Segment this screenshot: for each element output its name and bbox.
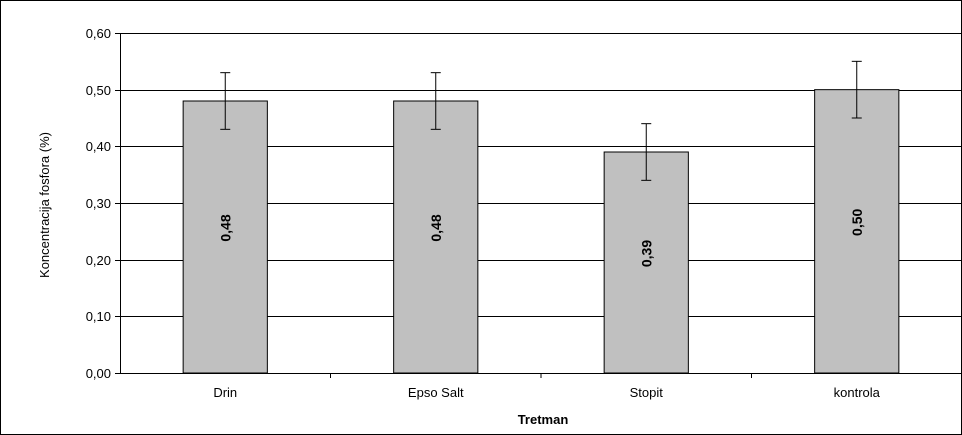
error-bars (220, 60, 862, 181)
bar-kontrola (814, 89, 900, 374)
y-tick-label: 0,10 (86, 309, 111, 324)
y-tick-label: 0,30 (86, 196, 111, 211)
y-tick-label: 0,40 (86, 139, 111, 154)
data-label: 0,39 (638, 240, 654, 267)
x-tick-label: kontrola (834, 385, 881, 400)
y-tick-label: 0,20 (86, 253, 111, 268)
y-tick-label: 0,00 (86, 366, 111, 381)
x-tick-label: Stopit (630, 385, 664, 400)
data-label: 0,48 (428, 214, 444, 241)
data-label: 0,48 (217, 214, 233, 241)
y-tick-label: 0,50 (86, 83, 111, 98)
y-tick-label: 0,60 (86, 26, 111, 41)
axes: 0,00 0,10 0,20 0,30 0,40 0,50 0,60 Drin Epso Sal… (86, 26, 962, 400)
data-label: 0,50 (849, 208, 865, 235)
bar-epso-salt (393, 100, 479, 374)
bar-drin (182, 100, 268, 374)
x-tick-label: Epso Salt (408, 385, 464, 400)
y-axis-title: Koncentracija fosfora (%) (37, 132, 52, 278)
x-tick-label: Drin (213, 385, 237, 400)
x-axis-title: Tretman (518, 412, 569, 427)
data-labels: 0,48 0,48 0,39 0,50 (217, 208, 865, 267)
